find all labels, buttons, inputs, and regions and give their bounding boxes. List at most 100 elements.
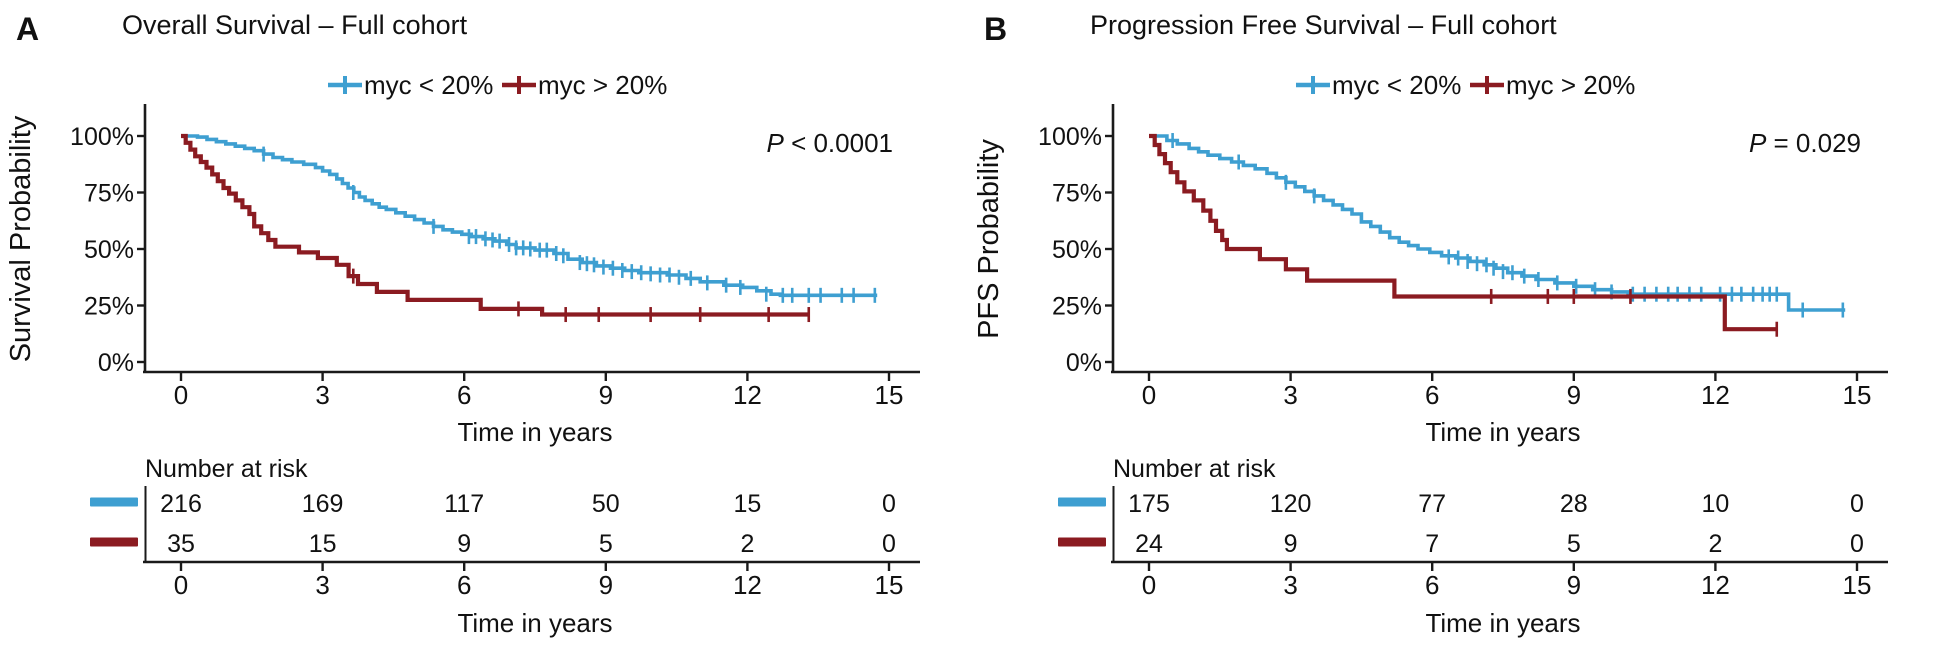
- x-tick-label: 6: [457, 380, 471, 410]
- x-tick-label: 0: [174, 380, 188, 410]
- risk-count: 5: [1567, 530, 1581, 558]
- risk-count: 50: [592, 490, 620, 518]
- panel-progression-free-survival: B Progression Free Survival – Full cohor…: [973, 10, 1888, 638]
- p-value-symbol: P: [1749, 128, 1767, 158]
- y-tick-label: 75%: [1052, 180, 1102, 208]
- x-tick-label: 3: [1283, 380, 1297, 410]
- risk-x-axis-label: Time in years: [457, 608, 612, 638]
- y-tick-label: 0%: [98, 349, 134, 377]
- risk-table: 175 120 77 28 10 0 24 9 7 5 2 0: [1058, 490, 1864, 558]
- risk-count: 216: [160, 490, 202, 518]
- risk-count: 169: [302, 490, 344, 518]
- risk-count: 15: [309, 530, 337, 558]
- km-curves: [181, 133, 878, 323]
- panel-label: A: [16, 11, 39, 47]
- risk-x-tick-label: 6: [457, 570, 471, 600]
- y-tick-label: 100%: [70, 123, 134, 151]
- y-tick-label: 100%: [1038, 123, 1102, 151]
- p-value: P < 0.0001: [767, 128, 894, 158]
- km-curve-myc-high: [1149, 133, 1777, 332]
- risk-x-tick-label: 3: [1283, 570, 1297, 600]
- risk-count: 15: [733, 490, 761, 518]
- risk-x-tick-label: 9: [1567, 570, 1581, 600]
- x-tick-labels: 0 0 3 3 6 6 9 9 12 12 15 15: [1142, 380, 1872, 600]
- risk-count: 0: [1850, 490, 1864, 518]
- risk-count: 0: [1850, 530, 1864, 558]
- km-curve-myc-high: [181, 133, 809, 317]
- y-tick-label: 25%: [84, 293, 134, 321]
- risk-row-swatch: [90, 537, 138, 547]
- x-tick-label: 12: [733, 380, 762, 410]
- risk-x-tick-label: 12: [733, 570, 762, 600]
- risk-count: 2: [1708, 530, 1722, 558]
- risk-row-swatch: [1058, 537, 1106, 547]
- risk-x-tick-label: 3: [315, 570, 329, 600]
- y-axis-label: Survival Probability: [5, 115, 37, 362]
- x-tick-label: 15: [1843, 380, 1872, 410]
- x-tick-label: 3: [315, 380, 329, 410]
- km-curve-myc-low: [181, 134, 878, 298]
- y-tick-label: 50%: [84, 236, 134, 264]
- risk-count: 117: [444, 490, 484, 518]
- risk-count: 0: [882, 530, 896, 558]
- risk-x-tick-label: 0: [174, 570, 188, 600]
- legend-label-myc-high: myc > 20%: [538, 70, 667, 100]
- risk-table-header: Number at risk: [145, 455, 308, 483]
- panel-label: B: [984, 11, 1007, 47]
- legend-label-myc-high: myc > 20%: [1506, 70, 1635, 100]
- y-tick-label: 25%: [1052, 293, 1102, 321]
- p-value: P = 0.029: [1749, 128, 1861, 158]
- p-value-number: = 0.029: [1766, 128, 1861, 158]
- risk-count: 5: [599, 530, 613, 558]
- risk-x-tick-label: 15: [875, 570, 904, 600]
- risk-count: 9: [1284, 530, 1298, 558]
- p-value-symbol: P: [767, 128, 785, 158]
- risk-table-header: Number at risk: [1113, 455, 1276, 483]
- risk-x-tick-label: 9: [599, 570, 613, 600]
- x-axis-label: Time in years: [457, 417, 612, 447]
- panel-overall-survival: A Overall Survival – Full cohort Surviva…: [5, 10, 920, 638]
- x-tick-label: 6: [1425, 380, 1439, 410]
- legend-label-myc-low: myc < 20%: [364, 70, 493, 100]
- km-curve-myc-low: [1149, 134, 1846, 312]
- risk-count: 10: [1701, 490, 1729, 518]
- risk-row-swatch: [90, 497, 138, 507]
- risk-count: 24: [1135, 530, 1163, 558]
- risk-count: 7: [1425, 530, 1439, 558]
- p-value-number: < 0.0001: [784, 128, 893, 158]
- risk-count: 77: [1418, 490, 1446, 518]
- risk-x-tick-label: 12: [1701, 570, 1730, 600]
- axes: [137, 104, 920, 571]
- legend-label-myc-low: myc < 20%: [1332, 70, 1461, 100]
- km-curves: [1149, 133, 1846, 337]
- risk-count: 2: [740, 530, 754, 558]
- risk-count: 9: [457, 530, 471, 558]
- censor-marker-icons: [328, 76, 536, 94]
- x-tick-label: 9: [1567, 380, 1581, 410]
- y-tick-label: 50%: [1052, 236, 1102, 264]
- risk-count: 35: [167, 530, 195, 558]
- y-tick-label: 0%: [1066, 349, 1102, 377]
- y-tick-label: 75%: [84, 180, 134, 208]
- censor-marker-icons: [1296, 76, 1504, 94]
- y-tick-labels: 100% 75% 50% 25% 0%: [70, 123, 134, 377]
- y-tick-labels: 100% 75% 50% 25% 0%: [1038, 123, 1102, 377]
- risk-table: 216 169 117 50 15 0 35 15 9 5 2 0: [90, 490, 896, 558]
- risk-x-tick-label: 15: [1843, 570, 1872, 600]
- panel-title: Overall Survival – Full cohort: [122, 10, 468, 40]
- risk-row-swatch: [1058, 497, 1106, 507]
- x-tick-label: 12: [1701, 380, 1730, 410]
- risk-x-tick-label: 0: [1142, 570, 1156, 600]
- risk-x-tick-label: 6: [1425, 570, 1439, 600]
- x-axis-label: Time in years: [1425, 417, 1580, 447]
- x-tick-label: 9: [599, 380, 613, 410]
- axes: [1105, 104, 1888, 571]
- x-tick-label: 0: [1142, 380, 1156, 410]
- risk-x-axis-label: Time in years: [1425, 608, 1580, 638]
- x-tick-labels: 0 0 3 3 6 6 9 9 12 12 15 15: [174, 380, 904, 600]
- y-axis-label: PFS Probability: [973, 139, 1005, 339]
- risk-count: 175: [1128, 490, 1170, 518]
- panel-title: Progression Free Survival – Full cohort: [1090, 10, 1557, 40]
- risk-count: 120: [1270, 490, 1312, 518]
